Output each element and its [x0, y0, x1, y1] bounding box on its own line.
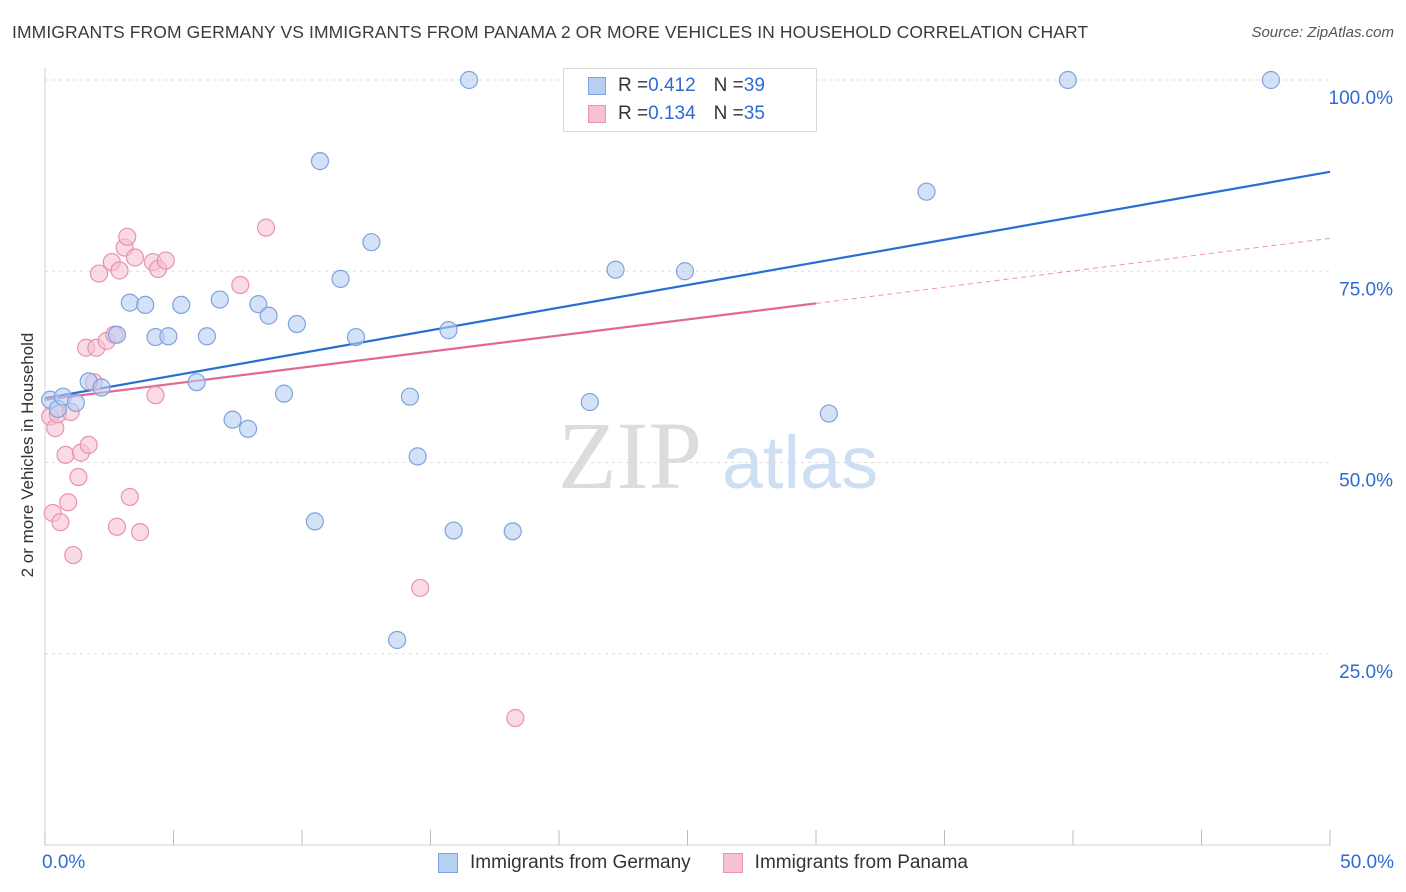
germany-point: [346, 327, 366, 347]
germany-point: [259, 306, 278, 325]
germany-point: [362, 233, 381, 252]
panama-point: [231, 275, 250, 295]
data-points: [41, 70, 1280, 728]
germany-point: [274, 384, 294, 403]
trend-lines: [44, 170, 1331, 401]
panama-legend-label: Immigrants from Panama: [754, 852, 968, 873]
panama-swatch: [588, 105, 606, 123]
germany-legend-label: Immigrants from Germany: [470, 852, 691, 873]
y-tick-label: 100.0%: [1329, 88, 1394, 109]
germany-swatch: [588, 77, 606, 95]
germany-point: [136, 295, 155, 315]
germany-point: [249, 295, 268, 314]
panama-point: [79, 435, 98, 455]
legend-item-panama[interactable]: Immigrants from Panama: [722, 852, 968, 874]
germany-legend-swatch: [438, 853, 459, 873]
r-value: 0.134: [648, 103, 696, 124]
germany-point: [172, 295, 191, 315]
source-label: Source: ZipAtlas.com: [1251, 24, 1394, 41]
germany-point: [305, 512, 324, 531]
panama-point: [89, 264, 109, 283]
n-label: N =: [713, 75, 744, 96]
watermark-atlas: atlas: [722, 421, 878, 504]
panama-point: [51, 513, 70, 532]
germany-point: [223, 410, 242, 429]
legend-row-panama: R = 0.134 N = 35: [588, 101, 765, 127]
panama-point: [69, 467, 88, 487]
x-tick-label-min: 0.0%: [42, 852, 86, 873]
panama-point: [118, 227, 137, 246]
germany-point: [444, 521, 463, 540]
panama-point: [59, 493, 78, 512]
legend-row-germany: R = 0.412 N = 39: [588, 73, 765, 99]
germany-point: [238, 419, 258, 438]
panama-point: [64, 545, 83, 565]
trend-line-panama: [44, 302, 817, 401]
panama-point: [146, 386, 165, 405]
legend-item-germany[interactable]: Immigrants from Germany: [438, 852, 691, 874]
n-label: N =: [713, 103, 744, 124]
y-tick-labels: 25.0% 50.0% 75.0% 100.0%: [1329, 88, 1394, 683]
germany-point: [92, 378, 111, 397]
watermark: ZIP atlas: [558, 402, 878, 509]
germany-point: [187, 373, 206, 392]
series-legend: Immigrants from Germany Immigrants from …: [0, 852, 1406, 874]
germany-point: [580, 392, 599, 412]
panama-point: [107, 517, 127, 536]
x-tick-label-max: 50.0%: [1340, 852, 1394, 873]
germany-point: [210, 290, 229, 309]
germany-point: [1058, 70, 1077, 90]
trend-line-germany: [44, 170, 1331, 400]
panama-point: [56, 445, 75, 464]
germany-point: [459, 70, 479, 90]
correlation-legend: R = 0.412 N = 39 R = 0.134 N = 35: [563, 68, 817, 132]
germany-point: [287, 314, 306, 334]
germany-point: [400, 387, 420, 406]
germany-point: [310, 151, 330, 171]
germany-point: [120, 293, 139, 312]
r-label: R =: [618, 103, 649, 124]
germany-point: [503, 522, 522, 541]
y-tick-label: 50.0%: [1339, 471, 1393, 492]
grid-lines: [45, 79, 1330, 655]
panama-point: [110, 261, 129, 280]
axes: [44, 68, 1331, 846]
panama-point: [506, 708, 525, 728]
n-value: 39: [743, 75, 765, 96]
germany-point: [439, 321, 458, 340]
panama-point: [411, 578, 430, 598]
germany-point: [197, 327, 217, 346]
panama-legend-swatch: [722, 853, 743, 873]
r-value: 0.412: [648, 75, 696, 96]
germany-point: [66, 393, 85, 412]
germany-point: [917, 182, 936, 201]
y-tick-label: 75.0%: [1339, 279, 1393, 300]
germany-point: [606, 260, 625, 279]
y-tick-label: 25.0%: [1339, 662, 1393, 683]
panama-point: [156, 251, 175, 270]
germany-point: [408, 447, 427, 466]
panama-point: [256, 218, 276, 237]
panama-point: [120, 487, 139, 507]
n-value: 35: [743, 103, 765, 124]
r-label: R =: [618, 75, 649, 96]
germany-point: [1261, 70, 1280, 90]
panama-point: [130, 523, 150, 542]
germany-point: [819, 404, 838, 423]
germany-point: [387, 630, 407, 650]
germany-point: [159, 327, 178, 346]
chart-title: IMMIGRANTS FROM GERMANY VS IMMIGRANTS FR…: [12, 22, 1089, 42]
germany-point: [675, 262, 695, 281]
watermark-zip: ZIP: [558, 402, 702, 509]
panama-point: [125, 248, 145, 267]
germany-point: [331, 269, 350, 288]
germany-point: [107, 325, 127, 344]
